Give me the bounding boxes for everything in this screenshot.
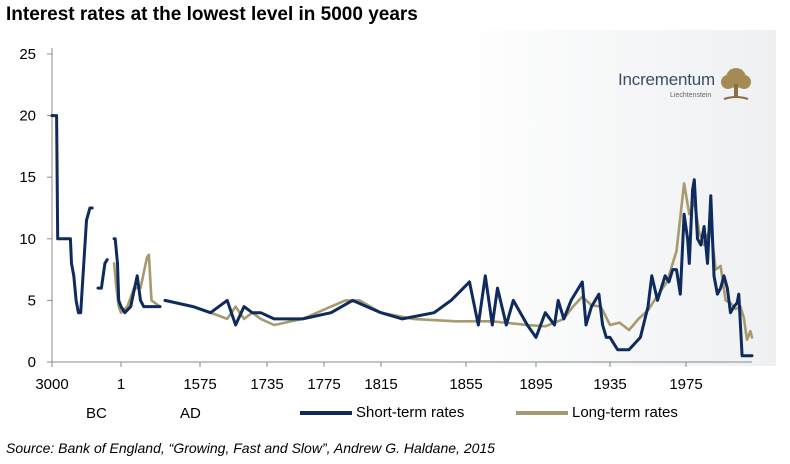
- legend-swatch-long: [516, 410, 568, 415]
- y-tick-label: 10: [19, 231, 36, 248]
- x-tick-label: 1935: [593, 376, 626, 393]
- short-term-rates-line-segment-2: [112, 237, 162, 315]
- chart-background: [52, 30, 776, 366]
- tree-icon: [721, 68, 751, 100]
- short-term-rates-line-segment-3: [163, 178, 754, 358]
- y-tick-label: 0: [28, 354, 36, 371]
- y-tick-label: 20: [19, 108, 36, 125]
- legend-long-term: Long-term rates: [516, 404, 678, 421]
- x-tick-label: 1975: [669, 376, 702, 393]
- chart-title: Interest rates at the lowest level in 50…: [6, 4, 418, 25]
- logo-name: Incrementum: [618, 70, 716, 89]
- x-tick-label: 1815: [364, 376, 397, 393]
- era-label-ad: AD: [180, 405, 201, 422]
- interest-rate-chart: 0 5 10 15 20 25 3000 1 1575 1735 1775 1815 1855 1895 1…: [19, 46, 754, 393]
- legend-label-long: Long-term rates: [572, 404, 678, 421]
- y-tick-label: 15: [19, 169, 36, 186]
- x-tick-label: 1735: [250, 376, 283, 393]
- source-note: Source: Bank of England, “Growing, Fast …: [6, 440, 495, 456]
- long-term-rates-line-segment-1: [209, 182, 754, 342]
- era-label-bc: BC: [86, 405, 107, 422]
- short-term-rates-line-segment-1: [96, 258, 109, 290]
- x-tick-label: 1855: [449, 376, 482, 393]
- y-tick-label: 5: [28, 292, 36, 309]
- legend-label-short: Short-term rates: [356, 404, 465, 421]
- x-tick-label: 1775: [307, 376, 340, 393]
- incrementum-logo: Incrementum Liechtenstein: [618, 66, 758, 106]
- x-tick-label: 1: [117, 376, 125, 393]
- x-tick-label: 1575: [183, 376, 216, 393]
- y-tick-label: 25: [19, 46, 36, 63]
- short-term-rates-line-segment-0: [50, 114, 94, 315]
- legend-swatch-short: [300, 410, 352, 415]
- legend-short-term: Short-term rates: [300, 404, 464, 421]
- logo-subtitle: Liechtenstein: [670, 92, 712, 99]
- x-tick-label: 3000: [35, 376, 68, 393]
- x-tick-label: 1895: [519, 376, 552, 393]
